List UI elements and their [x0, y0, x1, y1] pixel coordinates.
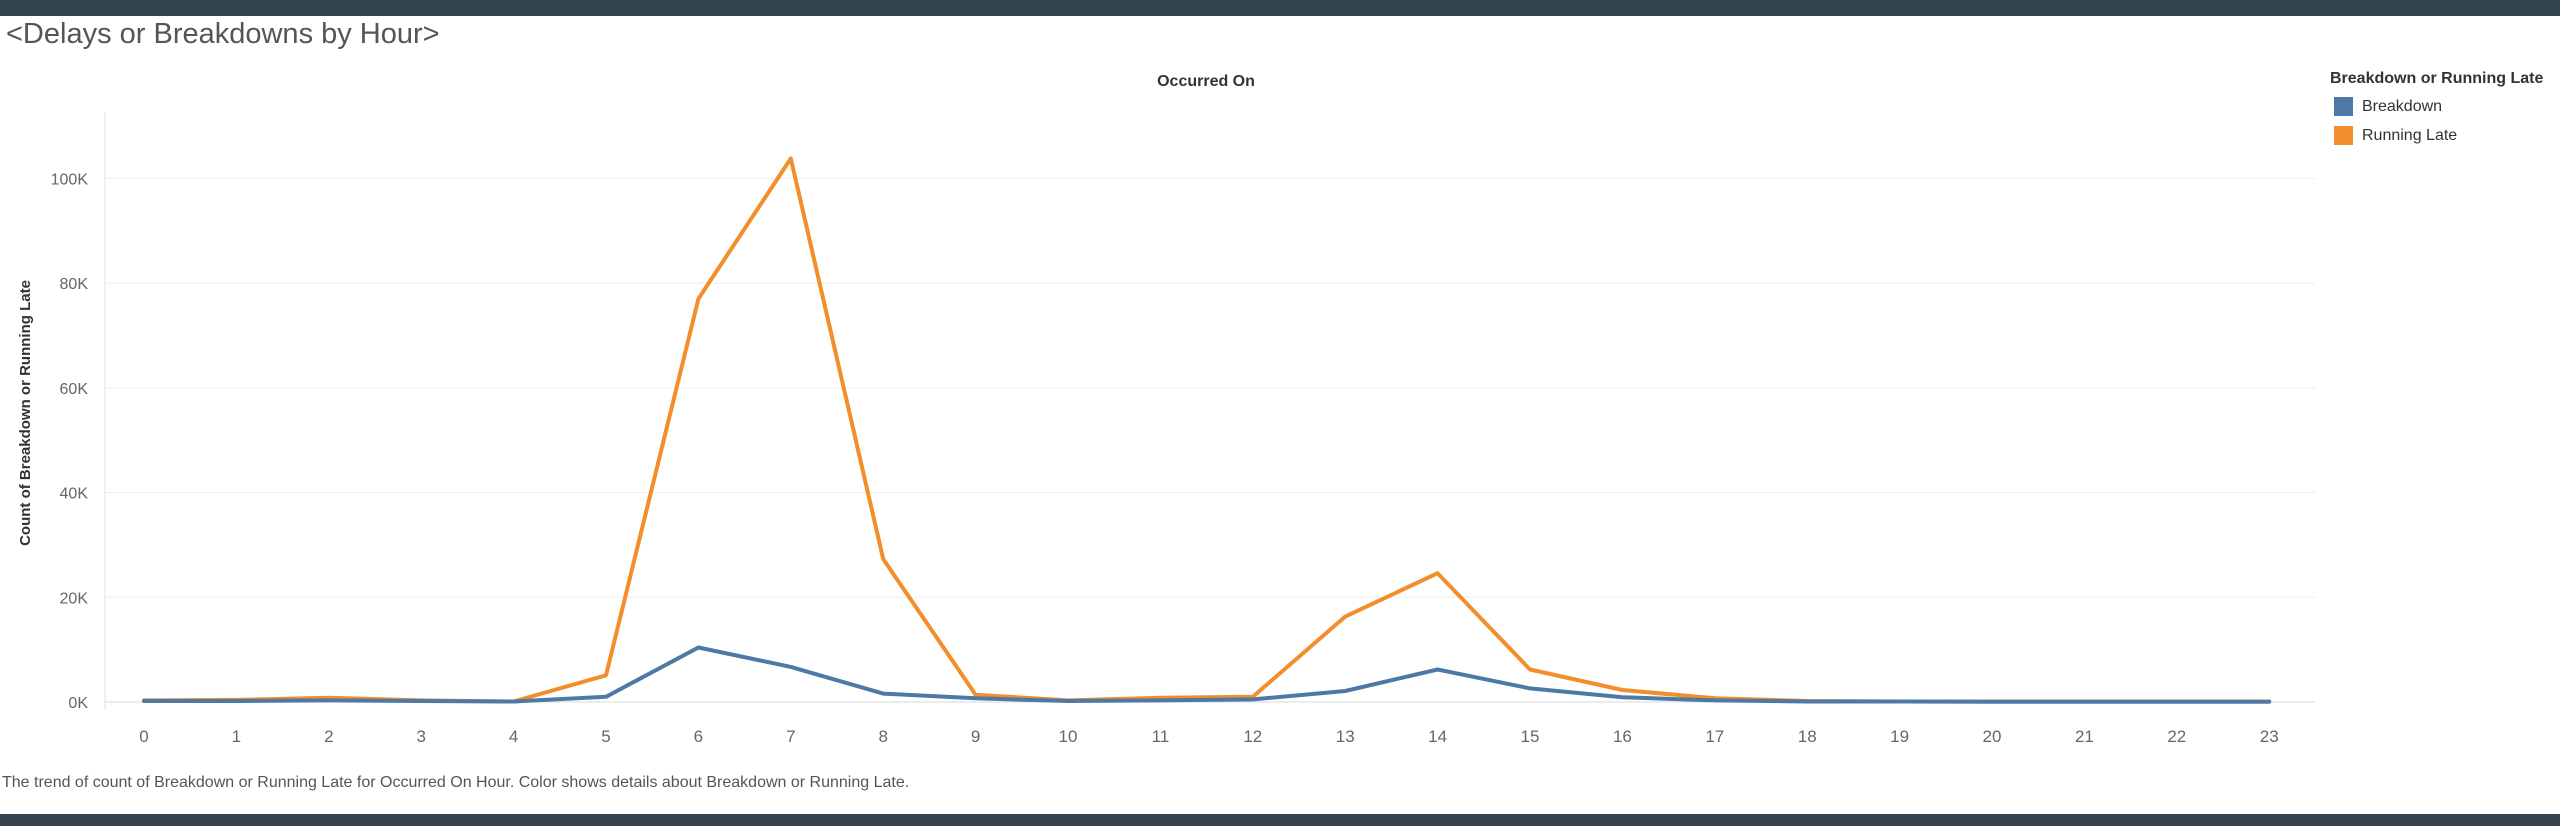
legend-title: Breakdown or Running Late	[2330, 70, 2544, 87]
x-tick-label: 9	[971, 727, 980, 746]
x-tick-label: 14	[1428, 727, 1447, 746]
x-tick-label: 7	[786, 727, 795, 746]
x-tick-label: 19	[1890, 727, 1909, 746]
y-tick-label: 80K	[60, 276, 89, 293]
legend-label-running-late: Running Late	[2362, 126, 2458, 144]
x-tick-label: 5	[601, 727, 610, 746]
x-tick-label: 17	[1705, 727, 1724, 746]
x-tick-label: 10	[1059, 727, 1078, 746]
x-tick-label: 12	[1243, 727, 1262, 746]
x-tick-label: 2	[324, 727, 333, 746]
x-tick-label: 8	[878, 727, 887, 746]
x-tick-label: 23	[2260, 727, 2279, 746]
gridlines	[104, 112, 2315, 710]
x-tick-label: 18	[1798, 727, 1817, 746]
legend-label-breakdown: Breakdown	[2362, 97, 2443, 115]
x-tick-label: 6	[694, 727, 703, 746]
y-tick-label: 40K	[60, 486, 89, 503]
x-tick-label: 22	[2167, 727, 2186, 746]
x-tick-label: 11	[1152, 727, 1170, 746]
dashboard-frame: <Delays or Breakdowns by Hour> Occurred …	[0, 16, 2560, 814]
legend-swatch-running-late	[2334, 126, 2353, 145]
series-line-running-late[interactable]	[142, 156, 2272, 704]
x-tick-label: 21	[2075, 727, 2094, 746]
x-tick-label: 4	[509, 727, 518, 746]
series-lines	[142, 156, 2272, 704]
legend: Breakdown or Running Late Breakdown Runn…	[2330, 70, 2543, 150]
y-tick-label: 60K	[60, 381, 89, 398]
x-tick-label: 0	[139, 727, 148, 746]
legend-swatch-breakdown	[2334, 97, 2353, 116]
legend-item-breakdown[interactable]: Breakdown	[2330, 92, 2543, 121]
y-tick-label: 0K	[68, 695, 88, 712]
x-tick-label: 1	[232, 727, 241, 746]
chart-title: Occurred On	[1157, 73, 1255, 90]
y-tick-label: 100K	[51, 171, 89, 188]
chart-caption: The trend of count of Breakdown or Runni…	[2, 774, 910, 791]
x-axis-ticks: 0 1 2 3 4 5 6 7 8 9 10 11 12 13 14 15 16 17 18 19 20 21 22 23	[139, 727, 2278, 746]
x-tick-label: 13	[1336, 727, 1355, 746]
line-chart: Occurred On Count of Breakdown or Runnin…	[17, 73, 2315, 746]
series-line-breakdown[interactable]	[142, 645, 2272, 704]
dashboard-title: <Delays or Breakdowns by Hour>	[6, 18, 440, 50]
y-tick-label: 20K	[60, 590, 89, 607]
y-axis-label: Count of Breakdown or Running Late	[17, 280, 34, 546]
x-tick-label: 3	[416, 727, 425, 746]
x-tick-label: 20	[1983, 727, 2002, 746]
x-tick-label: 15	[1521, 727, 1540, 746]
legend-item-running-late[interactable]: Running Late	[2330, 121, 2543, 150]
x-tick-label: 16	[1613, 727, 1632, 746]
y-axis-ticks: 0K 20K 40K 60K 80K 100K	[51, 171, 89, 712]
